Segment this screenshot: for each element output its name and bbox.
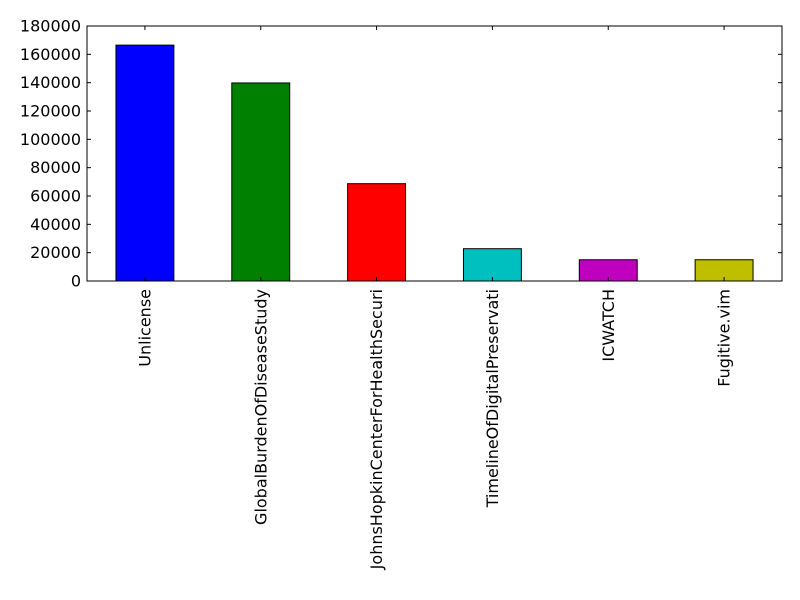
x-tick-label: GlobalBurdenOfDiseaseStudy xyxy=(251,289,270,525)
y-tick-label: 100000 xyxy=(20,130,81,149)
x-tick-label: TimelineOfDigitalPreservati xyxy=(483,289,502,508)
bars-layer xyxy=(115,44,754,282)
x-tick-labels: Unlicense GlobalBurdenOfDiseaseStudy Johns… xyxy=(135,289,733,570)
x-tick-label: ICWATCH xyxy=(599,289,618,362)
y-tick-label: 180000 xyxy=(20,17,81,36)
bar-1 xyxy=(231,82,291,282)
bar-2 xyxy=(347,183,407,282)
bar-3 xyxy=(462,248,522,282)
y-tick-label: 80000 xyxy=(30,158,81,177)
x-tick-label: JohnsHopkinCenterForHealthSecuri xyxy=(367,289,386,570)
y-tick-label: 0 xyxy=(71,272,81,291)
x-tick-label: Fugitive.vim xyxy=(715,289,734,387)
y-tick-label: 20000 xyxy=(30,243,81,262)
y-tick-label: 60000 xyxy=(30,187,81,206)
y-tick-labels: 0 20000 40000 60000 80000 100000 120000 140000 1… xyxy=(20,17,81,291)
bar-0 xyxy=(115,44,175,282)
plot-frame xyxy=(86,25,783,282)
y-tick-label: 160000 xyxy=(20,45,81,64)
y-tick-label: 120000 xyxy=(20,102,81,121)
ticks-layer xyxy=(87,25,782,282)
y-tick-label: 40000 xyxy=(30,215,81,234)
y-tick-label: 140000 xyxy=(20,73,81,92)
x-tick-label: Unlicense xyxy=(135,289,154,367)
